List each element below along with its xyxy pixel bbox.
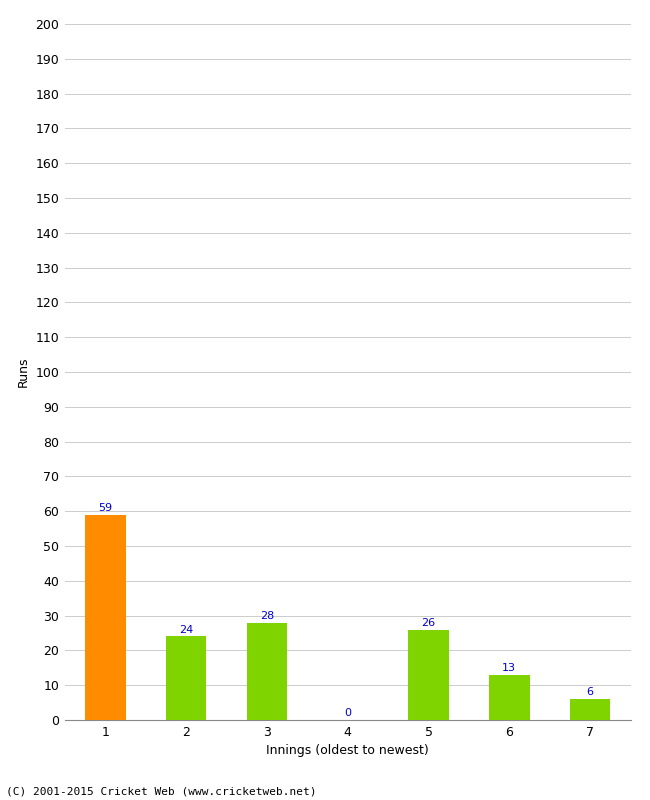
Text: 26: 26 [421, 618, 436, 628]
Bar [408, 630, 448, 720]
Text: 24: 24 [179, 625, 193, 634]
X-axis label: Innings (oldest to newest): Innings (oldest to newest) [266, 744, 429, 757]
Bar [247, 622, 287, 720]
Y-axis label: Runs: Runs [17, 357, 30, 387]
Bar [489, 674, 530, 720]
Text: 13: 13 [502, 663, 516, 673]
Text: 6: 6 [586, 687, 593, 698]
Text: (C) 2001-2015 Cricket Web (www.cricketweb.net): (C) 2001-2015 Cricket Web (www.cricketwe… [6, 786, 317, 796]
Text: 59: 59 [98, 503, 112, 513]
Bar [570, 699, 610, 720]
Text: 28: 28 [260, 611, 274, 621]
Text: 0: 0 [344, 708, 351, 718]
Bar [166, 637, 207, 720]
Bar [85, 514, 125, 720]
